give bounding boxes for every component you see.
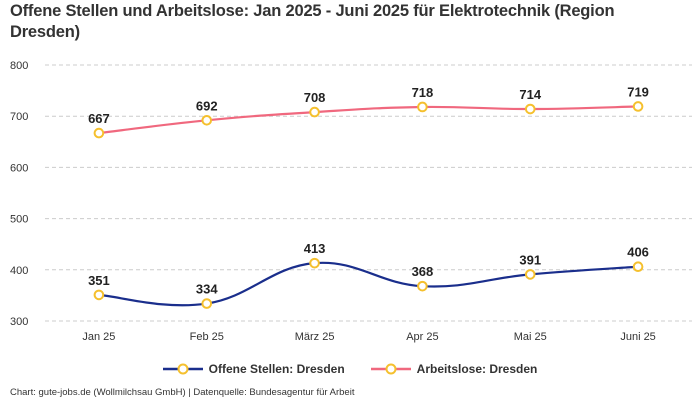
y-tick-label: 800 xyxy=(10,60,28,72)
data-label: 351 xyxy=(88,273,110,288)
data-point xyxy=(309,106,320,118)
x-tick-label: Mai 25 xyxy=(514,331,547,343)
data-label: 406 xyxy=(627,245,649,260)
data-label: 368 xyxy=(412,264,434,279)
data-label: 718 xyxy=(412,85,434,100)
data-label: 334 xyxy=(196,282,218,297)
y-tick-label: 600 xyxy=(10,162,28,174)
data-point xyxy=(201,114,213,126)
legend-item-offene-stellen[interactable]: Offene Stellen: Dresden xyxy=(162,362,345,376)
data-label: 413 xyxy=(304,241,326,256)
data-point xyxy=(524,103,536,115)
x-tick-label: Feb 25 xyxy=(190,331,224,343)
data-point xyxy=(417,101,428,113)
data-point xyxy=(417,280,428,292)
legend-item-arbeitslose[interactable]: Arbeitslose: Dresden xyxy=(370,362,538,376)
data-point xyxy=(201,298,213,309)
data-label: 719 xyxy=(627,84,649,99)
data-label: 391 xyxy=(519,252,541,267)
x-tick-label: Apr 25 xyxy=(406,331,438,343)
data-label: 692 xyxy=(196,98,218,113)
data-label: 667 xyxy=(88,111,110,126)
legend-label: Arbeitslose: Dresden xyxy=(416,362,538,376)
data-label: 714 xyxy=(519,87,541,102)
data-point xyxy=(309,257,320,269)
legend: Offene Stellen: Dresden Arbeitslose: Dre… xyxy=(0,362,700,376)
data-point xyxy=(632,101,644,112)
x-tick-label: März 25 xyxy=(295,331,335,343)
x-tick-label: Juni 25 xyxy=(620,331,655,343)
series-line-arbeitslose xyxy=(98,105,639,135)
x-tick-label: Jan 25 xyxy=(82,331,115,343)
data-label: 708 xyxy=(304,90,326,105)
source-footer: Chart: gute-jobs.de (Wollmilchsau GmbH) … xyxy=(10,387,355,398)
chart-title: Offene Stellen und Arbeitslose: Jan 2025… xyxy=(10,2,615,41)
data-point xyxy=(632,261,644,273)
legend-label: Offene Stellen: Dresden xyxy=(208,362,345,376)
data-point xyxy=(93,127,105,139)
data-point xyxy=(524,269,536,280)
y-tick-label: 500 xyxy=(10,214,28,226)
y-tick-label: 700 xyxy=(10,111,28,123)
legend-line-marker-icon xyxy=(370,363,411,375)
data-point xyxy=(93,289,105,301)
y-tick-label: 300 xyxy=(10,316,28,328)
series-line-offene-stellen xyxy=(98,261,639,307)
y-tick-label: 400 xyxy=(10,265,28,277)
legend-line-marker-icon xyxy=(162,363,203,375)
